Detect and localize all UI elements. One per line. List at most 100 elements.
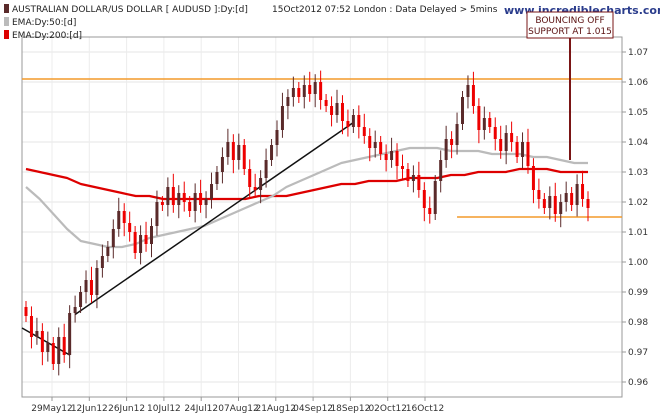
candle-body [379,142,383,154]
x-tick-label: 24Jul12 [184,404,218,414]
chart-grid [22,37,622,397]
candle-body [390,151,394,160]
y-tick-label: 0.97 [628,348,648,358]
candle-body [313,82,317,94]
candle-body [286,97,290,106]
uptrend-line [74,121,354,316]
candle-body [160,202,164,205]
legend-ema200: EMA:Dy:200:[d] [12,31,82,41]
candle-body [24,307,28,316]
candle-body [259,178,263,190]
x-tick-label: 29May12 [31,404,73,414]
candle-body [482,118,486,130]
annotation-line-1: BOUNCING OFF [535,16,604,26]
candle-body [79,292,83,307]
x-tick-label: 26Jun12 [108,404,145,414]
candle-body [128,223,132,232]
candle-body [57,337,61,364]
candle-body [433,181,437,214]
candle-body [422,190,426,208]
chart-timestamp: 15Oct2012 07:52 London : Data Delayed > … [272,5,498,15]
candle-body [29,316,33,337]
candle-body [210,184,214,199]
candle-body [302,85,306,97]
x-tick-label: 10Jul12 [147,404,181,414]
y-tick-label: 1.03 [628,168,648,178]
candle-body [384,154,388,160]
candle-body [542,199,546,208]
candle-body [319,82,323,100]
candle-body [280,106,284,130]
candle-body [400,166,404,169]
x-tick-label: 04Sep12 [293,404,333,414]
ema50-line [25,146,588,249]
candle-body [199,193,203,205]
candle-body [515,142,519,157]
candle-body [95,268,99,295]
candle-body [220,157,224,172]
y-tick-label: 1.07 [628,48,648,58]
ema200-layer [25,167,588,201]
chart-title: AUSTRALIAN DOLLAR/US DOLLAR [ AUDUSD ]:D… [12,5,248,15]
candle-body [193,193,197,211]
candle-body [444,139,448,160]
candle-body [188,202,192,211]
candle-body [204,199,208,205]
title-swatch [4,4,9,13]
candle-body [242,145,246,169]
candle-body [564,193,568,202]
y-tick-label: 0.96 [628,378,648,388]
x-tick-label: 07Aug12 [218,404,258,414]
ema50-layer [25,146,588,249]
candle-body [428,208,432,214]
candle-body [89,280,93,295]
candle-body [450,139,454,145]
y-tick-label: 1.06 [628,78,648,88]
candle-body [62,337,66,355]
y-tick-label: 1.04 [628,138,648,148]
candle-body [368,136,372,148]
legend-ema50: EMA:Dy:50:[d] [12,18,76,28]
candle-body [111,229,115,247]
candle-body [139,235,143,253]
candle-body [177,193,181,205]
candle-body [149,226,153,244]
candle-body [581,184,585,199]
annotation-line-2: SUPPORT AT 1.015 [528,27,612,37]
y-axis: 1.07 1.06 1.05 1.04 1.03 1.02 1.01 1.00 0.99 0.98… [622,48,648,388]
x-tick-label: 12Jun12 [71,404,108,414]
legend-swatch-ema200 [4,30,9,39]
candle-body [575,184,579,205]
candle-body [171,187,175,205]
ema200-line [25,167,588,201]
candle-body [504,133,508,151]
y-tick-label: 1.01 [628,228,648,238]
candle-body [477,106,481,130]
candle-body [73,307,77,313]
candle-body [466,85,470,97]
candle-body [182,193,186,202]
candle-body [586,199,590,208]
candle-body [455,124,459,145]
y-tick-label: 1.00 [628,258,648,268]
candle-body [291,88,295,97]
x-tick-label: 18Sep12 [330,404,370,414]
candle-body [155,202,159,226]
candle-body [439,160,443,181]
candle-body [100,256,104,268]
candle-body [521,142,525,157]
candle-body [35,331,39,337]
candle-body [537,190,541,199]
candle-body [308,85,312,94]
candle-body [461,97,465,124]
candle-body [531,166,535,190]
candle-body [488,118,492,127]
candle-body [346,121,350,127]
candle-body [40,331,44,352]
candle-body [395,151,399,166]
candle-body [117,211,121,229]
trend-lines-layer [21,78,622,356]
candle-body [237,145,241,160]
